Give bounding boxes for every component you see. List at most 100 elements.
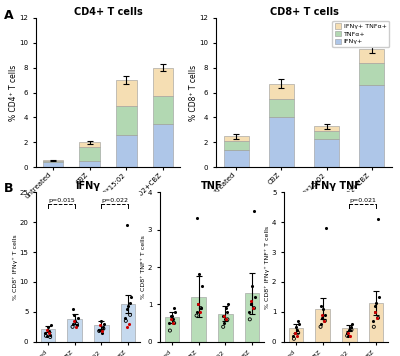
Point <box>194 302 201 307</box>
Point <box>322 318 328 324</box>
Point <box>193 309 200 315</box>
Point <box>344 333 350 339</box>
Y-axis label: % CD8⁺ T cells: % CD8⁺ T cells <box>189 64 198 121</box>
Point <box>126 321 132 327</box>
Point <box>345 330 352 336</box>
Point <box>372 303 379 309</box>
Point <box>247 316 253 322</box>
Point <box>225 302 231 307</box>
Point <box>220 324 226 330</box>
Point <box>248 302 255 307</box>
Point <box>125 303 132 309</box>
Point <box>124 306 130 312</box>
Point <box>100 324 106 330</box>
Bar <box>116 135 136 167</box>
Point <box>294 327 300 333</box>
Point <box>246 309 252 315</box>
Bar <box>116 80 136 106</box>
Point <box>320 306 326 312</box>
Point <box>96 327 102 333</box>
Point <box>296 321 302 327</box>
Point <box>344 330 350 336</box>
Point <box>123 318 129 324</box>
Y-axis label: % CD8⁺ IFNγ⁺ T cells: % CD8⁺ IFNγ⁺ T cells <box>13 234 18 300</box>
Title: IFNγ: IFNγ <box>76 182 100 192</box>
Point <box>168 313 174 319</box>
Point <box>375 216 381 222</box>
Point <box>370 318 376 324</box>
Point <box>292 330 298 336</box>
Point <box>196 272 202 277</box>
Point <box>96 328 102 334</box>
Text: p=0.015: p=0.015 <box>48 198 75 203</box>
Legend: IFNγ+ TNFα+, TNFα+, IFNγ+: IFNγ+ TNFα+, TNFα+, IFNγ+ <box>332 21 389 47</box>
Point <box>198 305 204 311</box>
Point <box>346 327 352 333</box>
Point <box>224 316 231 322</box>
Point <box>124 324 130 330</box>
Point <box>292 330 298 336</box>
Y-axis label: % CD8⁺ IFNγ⁺ TNF⁺ T cells: % CD8⁺ IFNγ⁺ TNF⁺ T cells <box>265 225 270 309</box>
Bar <box>269 99 294 117</box>
Point <box>220 313 226 319</box>
Point <box>96 327 103 333</box>
Point <box>251 208 257 214</box>
Point <box>317 324 324 330</box>
Bar <box>245 293 259 342</box>
Point <box>44 327 50 333</box>
Point <box>128 294 134 300</box>
Point <box>69 321 76 327</box>
Point <box>194 216 200 221</box>
Point <box>99 330 105 336</box>
Y-axis label: % CD4⁺ T cells: % CD4⁺ T cells <box>9 64 18 121</box>
Point <box>318 312 325 318</box>
Point <box>321 312 328 318</box>
Point <box>101 321 107 327</box>
Point <box>375 315 381 321</box>
Point <box>127 300 133 306</box>
Bar <box>359 49 384 63</box>
Bar <box>314 131 339 139</box>
Point <box>295 330 301 336</box>
Bar <box>80 147 100 161</box>
Bar <box>315 309 330 342</box>
Point <box>167 328 173 333</box>
Bar <box>153 96 174 124</box>
Point <box>252 294 258 300</box>
Point <box>75 315 81 321</box>
Title: CD8+ T cells: CD8+ T cells <box>270 7 338 17</box>
Bar <box>289 328 303 342</box>
Bar <box>41 329 55 342</box>
Bar <box>121 304 135 342</box>
Point <box>124 222 131 228</box>
Bar <box>342 328 357 342</box>
Point <box>72 318 78 324</box>
Point <box>169 313 175 319</box>
Point <box>98 318 104 324</box>
Point <box>319 315 325 321</box>
Text: p=0.022: p=0.022 <box>101 198 128 203</box>
Point <box>197 305 204 311</box>
Bar <box>67 319 82 342</box>
Point <box>47 332 53 337</box>
Bar <box>224 141 249 150</box>
Point <box>374 315 380 321</box>
Point <box>171 320 177 326</box>
Point <box>347 333 354 339</box>
Point <box>48 322 54 328</box>
Point <box>349 321 355 327</box>
Bar <box>80 161 100 167</box>
Point <box>172 309 178 315</box>
Point <box>170 320 176 326</box>
Point <box>294 333 300 339</box>
Point <box>376 294 382 300</box>
Bar <box>314 139 339 167</box>
Bar <box>369 303 383 342</box>
Point <box>372 309 378 315</box>
Point <box>293 324 299 330</box>
Title: CD4+ T cells: CD4+ T cells <box>74 7 142 17</box>
Point <box>323 225 329 231</box>
Point <box>223 316 230 322</box>
Bar <box>165 318 179 342</box>
Point <box>127 312 133 318</box>
